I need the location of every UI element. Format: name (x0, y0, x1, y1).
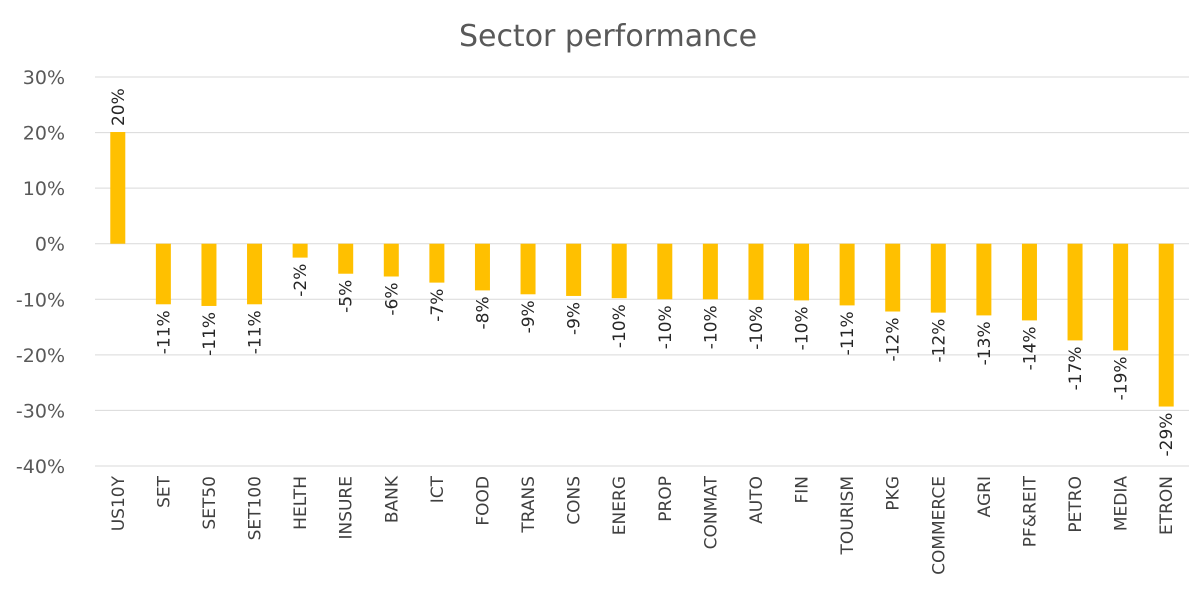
bar (566, 243, 582, 296)
data-label: -12% (884, 318, 904, 362)
x-tick-label: PROP (656, 476, 676, 522)
x-tick-label: US10Y (109, 475, 129, 531)
x-tick-label: FOOD (473, 476, 493, 526)
data-label: -8% (473, 296, 493, 329)
x-tick-label: FIN (793, 476, 813, 504)
bar (1113, 243, 1129, 351)
data-label: -10% (610, 304, 630, 348)
bar (155, 243, 171, 305)
bar (247, 243, 263, 305)
data-label: -10% (747, 306, 767, 350)
data-label: -29% (1157, 413, 1177, 457)
bar (702, 243, 718, 300)
data-label: -9% (519, 300, 539, 333)
x-tick-label: PF&REIT (1020, 475, 1040, 547)
x-tick-label: INSURE (337, 476, 357, 540)
bar (976, 243, 992, 316)
bar (520, 243, 536, 295)
bar (1158, 243, 1174, 407)
bar (885, 243, 901, 312)
x-tick-label: HELTH (291, 476, 311, 530)
y-tick-label: 0% (35, 234, 65, 256)
data-label: -2% (291, 264, 311, 297)
data-label: -11% (246, 310, 266, 354)
x-tick-label: SET100 (246, 476, 266, 540)
x-tick-label: PKG (884, 476, 904, 511)
x-tick-label: MEDIA (1112, 476, 1132, 532)
x-tick-label: ETRON (1157, 476, 1177, 535)
bar (839, 243, 855, 306)
x-tick-label: TOURISM (838, 476, 858, 556)
bar (474, 243, 490, 291)
x-tick-label: ICT (428, 475, 448, 503)
x-tick-label: TRANS (519, 476, 539, 534)
data-label: -12% (929, 319, 949, 363)
x-tick-label: COMMERCE (929, 476, 949, 575)
data-label: -11% (200, 312, 220, 356)
bar (110, 132, 126, 244)
data-label: 20% (109, 88, 129, 126)
bar (611, 243, 627, 299)
y-tick-label: -10% (16, 289, 65, 311)
x-tick-label: ENERG (610, 476, 630, 535)
data-label: -11% (154, 310, 174, 354)
x-tick-label: CONMAT (701, 475, 721, 549)
data-label: -9% (565, 302, 585, 335)
x-tick-label: BANK (382, 475, 402, 523)
data-label: -10% (701, 305, 721, 349)
x-tick-label: AGRI (975, 476, 995, 517)
x-tick-label: SET50 (200, 476, 220, 530)
bar (794, 243, 810, 301)
data-label: -10% (656, 305, 676, 349)
data-label: -17% (1066, 346, 1086, 390)
data-label: -10% (793, 306, 813, 350)
data-label: -6% (382, 283, 402, 316)
x-tick-label: SET (154, 475, 174, 508)
bar (429, 243, 445, 283)
data-label: -11% (838, 311, 858, 355)
data-label: -13% (975, 321, 995, 365)
bar (1021, 243, 1037, 321)
bar (383, 243, 399, 277)
y-tick-label: -30% (16, 400, 65, 422)
chart-title: Sector performance (459, 19, 757, 54)
bar (338, 243, 354, 274)
x-tick-label: AUTO (747, 476, 767, 524)
bar (201, 243, 217, 306)
y-tick-label: -40% (16, 456, 65, 478)
data-label: -5% (337, 280, 357, 313)
y-tick-label: 10% (23, 178, 65, 200)
bar (930, 243, 946, 313)
data-label: -7% (428, 289, 448, 322)
x-tick-label: PETRO (1066, 476, 1086, 533)
bar (657, 243, 673, 300)
bar (748, 243, 764, 300)
bar (1067, 243, 1083, 341)
x-tick-label: CONS (565, 476, 585, 525)
y-tick-label: 30% (23, 67, 65, 89)
y-tick-label: 20% (23, 123, 65, 145)
y-tick-label: -20% (16, 345, 65, 367)
data-label: -14% (1020, 326, 1040, 370)
data-label: -19% (1112, 356, 1132, 400)
bar (292, 243, 308, 258)
